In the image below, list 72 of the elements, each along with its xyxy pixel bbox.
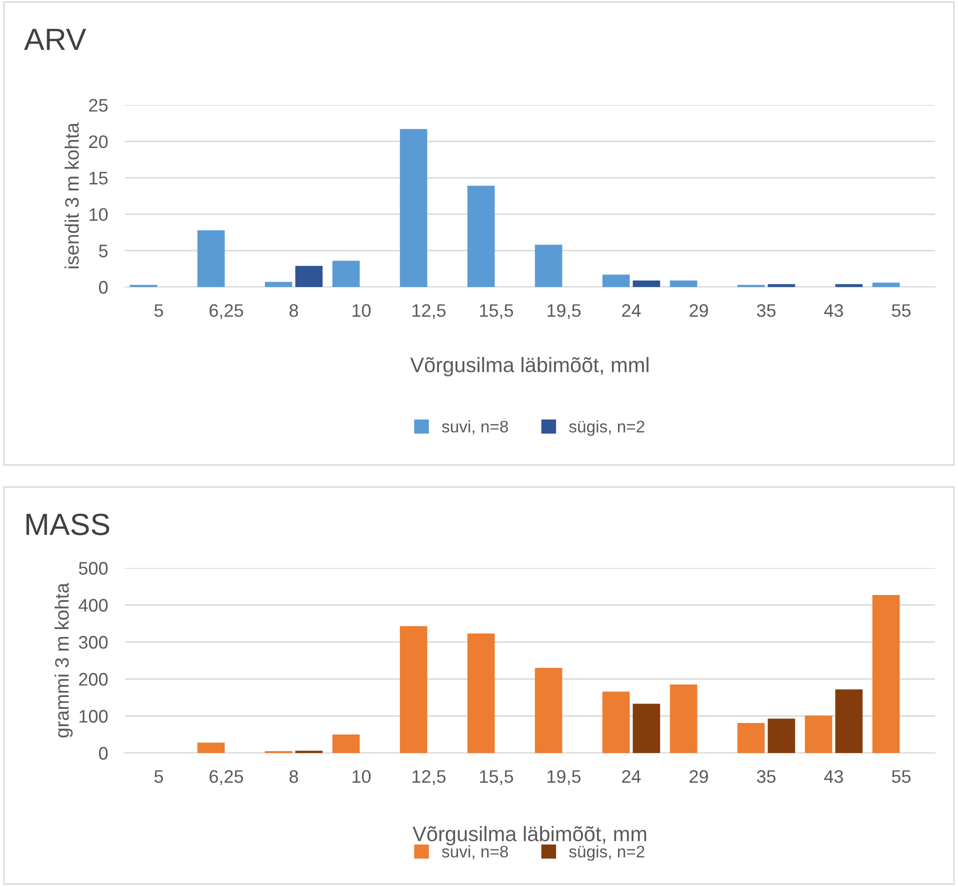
y-tick-label: 0: [99, 280, 108, 294]
x-tick-label: 12,5: [412, 304, 446, 320]
x-tick-label: 19,5: [548, 304, 581, 320]
y-axis-title: isendit 3 m kohta: [64, 122, 79, 268]
y-tick-label: 10: [90, 208, 108, 221]
chart-title: MASS: [26, 514, 110, 536]
x-tick-label: 43: [824, 770, 843, 783]
bar: [332, 260, 360, 287]
y-axis-title: grammi 3 m kohta: [54, 582, 73, 738]
y-tick-label: 25: [89, 98, 108, 112]
bar: [768, 718, 796, 753]
bar: [264, 282, 292, 287]
bar: [295, 266, 323, 287]
bar: [737, 723, 765, 753]
bar: [804, 716, 832, 753]
x-tick-label: 15,5: [480, 770, 514, 786]
x-tick-label: 10: [352, 304, 371, 317]
chart-title: ARV: [24, 28, 86, 50]
y-tick-label: 0: [99, 746, 108, 760]
bar: [400, 129, 428, 287]
x-tick-label: 6,25: [210, 304, 244, 320]
y-tick-label: 500: [78, 562, 108, 575]
x-tick-label: 19,5: [548, 770, 581, 786]
y-tick-label: 5: [99, 244, 108, 258]
y-tick-label: 20: [89, 135, 108, 148]
legend-label: suvi, n=8: [442, 845, 508, 860]
x-tick-label: 8: [290, 770, 298, 783]
x-tick-label: 35: [756, 770, 776, 783]
bar: [197, 230, 225, 287]
x-tick-label: 43: [824, 304, 843, 317]
x-tick-label: 29: [690, 770, 708, 783]
legend-label: sügis, n=2: [569, 420, 644, 436]
legend-label: suvi, n=8: [442, 420, 508, 434]
x-tick-label: 29: [690, 304, 708, 317]
x-tick-label: 24: [622, 770, 641, 783]
bar: [632, 280, 660, 287]
x-tick-label: 8: [290, 304, 298, 317]
y-tick-label: 15: [90, 172, 108, 185]
y-tick-label: 200: [79, 672, 108, 686]
x-tick-label: 35: [756, 304, 776, 317]
y-tick-label: 400: [78, 598, 108, 612]
bar: [872, 595, 900, 753]
bar: [467, 186, 495, 287]
bar: [602, 692, 630, 753]
bar: [534, 244, 562, 287]
x-tick-label: 12,5: [412, 770, 446, 786]
x-axis-title: Võrgusilma läbimõõt, mm: [412, 826, 646, 846]
bar: [534, 668, 562, 753]
legend-label: sügis, n=2: [569, 845, 644, 861]
bar: [332, 734, 360, 753]
bar: [467, 633, 495, 753]
x-tick-label: 55: [892, 770, 911, 783]
x-tick-label: 55: [892, 304, 911, 317]
bar: [670, 280, 698, 287]
x-axis-title: Võrgusilma läbimõõt, mml: [410, 357, 648, 376]
y-tick-label: 100: [80, 710, 108, 723]
x-tick-label: 24: [622, 304, 641, 317]
bar: [835, 284, 863, 287]
bar: [768, 284, 796, 287]
bar: [632, 704, 660, 753]
bar: [872, 282, 900, 287]
x-tick-label: 5: [154, 770, 164, 783]
bar: [602, 274, 630, 287]
bar: [835, 689, 863, 753]
y-tick-label: 300: [78, 636, 108, 649]
bar: [400, 626, 428, 753]
x-tick-label: 5: [154, 304, 164, 317]
x-tick-label: 6,25: [210, 770, 244, 786]
x-tick-label: 10: [352, 770, 371, 783]
bar: [197, 742, 225, 753]
x-tick-label: 15,5: [480, 304, 514, 320]
bar: [670, 684, 698, 753]
